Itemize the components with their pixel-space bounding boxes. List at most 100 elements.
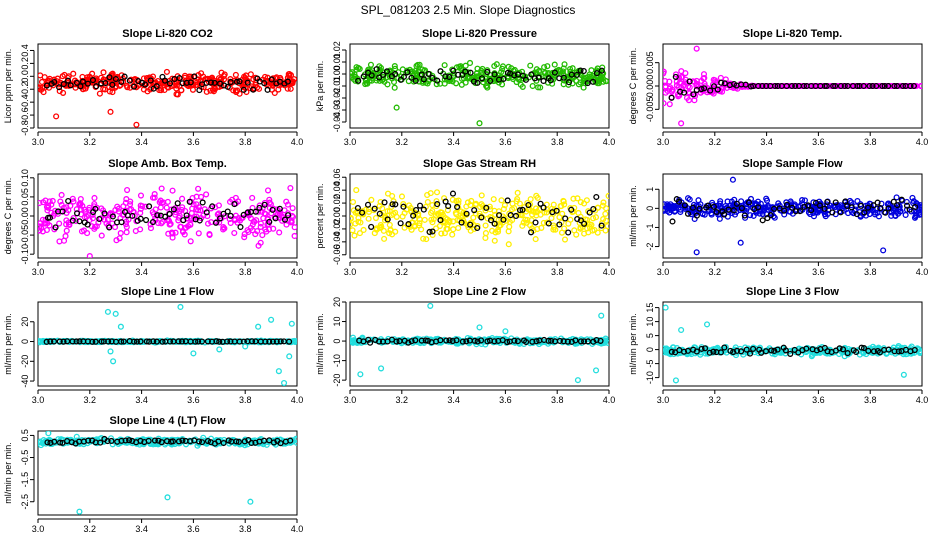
y-tick-label: -0.04 xyxy=(332,232,342,253)
y-tick-label: 0.00 xyxy=(332,207,342,225)
reference-point xyxy=(73,79,80,86)
reference-point xyxy=(368,223,375,230)
data-point xyxy=(558,229,566,236)
data-point xyxy=(195,230,202,237)
reference-point xyxy=(910,82,917,90)
reference-point xyxy=(537,200,544,207)
y-tick-label: 0.10 xyxy=(20,169,30,187)
data-point xyxy=(700,71,708,78)
reference-point xyxy=(870,202,877,209)
data-point xyxy=(137,205,144,212)
reference-point xyxy=(153,338,160,345)
reference-point xyxy=(76,218,83,225)
reference-point xyxy=(65,197,72,205)
x-tick-label: 3.0 xyxy=(344,395,357,405)
data-point xyxy=(543,209,550,216)
outlier-point xyxy=(281,379,288,386)
reference-point xyxy=(693,348,700,355)
reference-point xyxy=(829,209,836,216)
data-points xyxy=(350,187,609,248)
data-point xyxy=(100,207,107,214)
reference-point xyxy=(553,207,560,214)
y-tick-label: 0.04 xyxy=(332,181,342,199)
data-point xyxy=(203,191,210,198)
reference-point xyxy=(105,338,112,345)
reference-point xyxy=(59,208,66,215)
reference-point xyxy=(718,79,725,86)
reference-point xyxy=(861,209,868,216)
data-point xyxy=(466,59,474,67)
data-point xyxy=(352,209,359,216)
data-point xyxy=(257,220,264,227)
panel-8: Slope Line 2 Flow 3.0 3.2 3.4 3.6 3.8 4.0 -20 -1… xyxy=(315,286,615,405)
reference-point xyxy=(535,74,542,81)
data-point xyxy=(506,210,513,217)
data-point xyxy=(58,191,65,199)
reference-point xyxy=(56,338,63,345)
reference-point xyxy=(437,68,444,75)
reference-point xyxy=(742,81,749,88)
data-point xyxy=(453,211,460,218)
data-point xyxy=(781,211,788,218)
reference-point xyxy=(442,73,449,80)
reference-point xyxy=(73,338,80,345)
reference-point xyxy=(241,438,248,445)
data-point xyxy=(455,200,462,207)
y-tick-label: 0 xyxy=(645,206,655,211)
outlier-point xyxy=(592,367,600,374)
data-point xyxy=(455,197,462,204)
data-point xyxy=(845,210,852,217)
reference-point xyxy=(220,439,227,447)
data-point xyxy=(444,207,451,214)
reference-point xyxy=(224,338,231,345)
data-point xyxy=(293,338,297,345)
y-tick-label: 5 xyxy=(645,333,655,338)
data-point xyxy=(685,83,692,90)
reference-point xyxy=(273,338,280,345)
panel-title: Slope Line 3 Flow xyxy=(746,286,839,298)
data-point xyxy=(167,220,174,227)
data-point xyxy=(56,88,63,95)
data-point xyxy=(179,195,186,202)
reference-point xyxy=(586,209,593,216)
y-tick-label: 10 xyxy=(645,317,655,327)
data-point xyxy=(398,193,406,200)
reference-point xyxy=(69,338,76,345)
y-tick-label: 0.2 xyxy=(20,57,30,70)
y-tick-label: -0.02 xyxy=(332,88,342,109)
y-tick-label: 0 xyxy=(645,347,655,352)
data-point xyxy=(231,229,238,237)
reference-point xyxy=(410,212,417,219)
reference-point xyxy=(443,337,450,344)
reference-point xyxy=(832,199,839,206)
y-tick-label: 0.0 xyxy=(20,70,30,83)
data-point xyxy=(236,90,243,97)
reference-point xyxy=(174,200,181,207)
reference-point xyxy=(277,338,284,345)
reference-point xyxy=(420,206,427,213)
y-axis-label: ml/min per min. xyxy=(315,313,325,375)
panel-title: Slope Line 4 (LT) Flow xyxy=(110,415,226,427)
data-point xyxy=(147,86,154,93)
reference-point xyxy=(84,221,91,228)
data-point xyxy=(350,70,354,77)
reference-point xyxy=(375,338,383,345)
data-point xyxy=(288,438,295,445)
reference-point xyxy=(866,82,873,90)
data-point xyxy=(495,226,502,233)
x-tick-label: 3.4 xyxy=(135,395,148,405)
reference-point xyxy=(738,348,745,355)
data-points xyxy=(663,176,922,256)
data-point xyxy=(498,197,505,204)
data-point xyxy=(584,225,591,232)
reference-point xyxy=(231,201,238,208)
reference-point xyxy=(262,338,269,345)
data-point xyxy=(259,232,266,239)
reference-point xyxy=(67,82,74,89)
y-tick-label: -0.4 xyxy=(20,94,30,110)
reference-point xyxy=(92,338,99,345)
reference-point xyxy=(593,70,600,77)
data-points xyxy=(350,302,609,384)
data-point xyxy=(663,100,667,107)
reference-point xyxy=(556,221,563,228)
